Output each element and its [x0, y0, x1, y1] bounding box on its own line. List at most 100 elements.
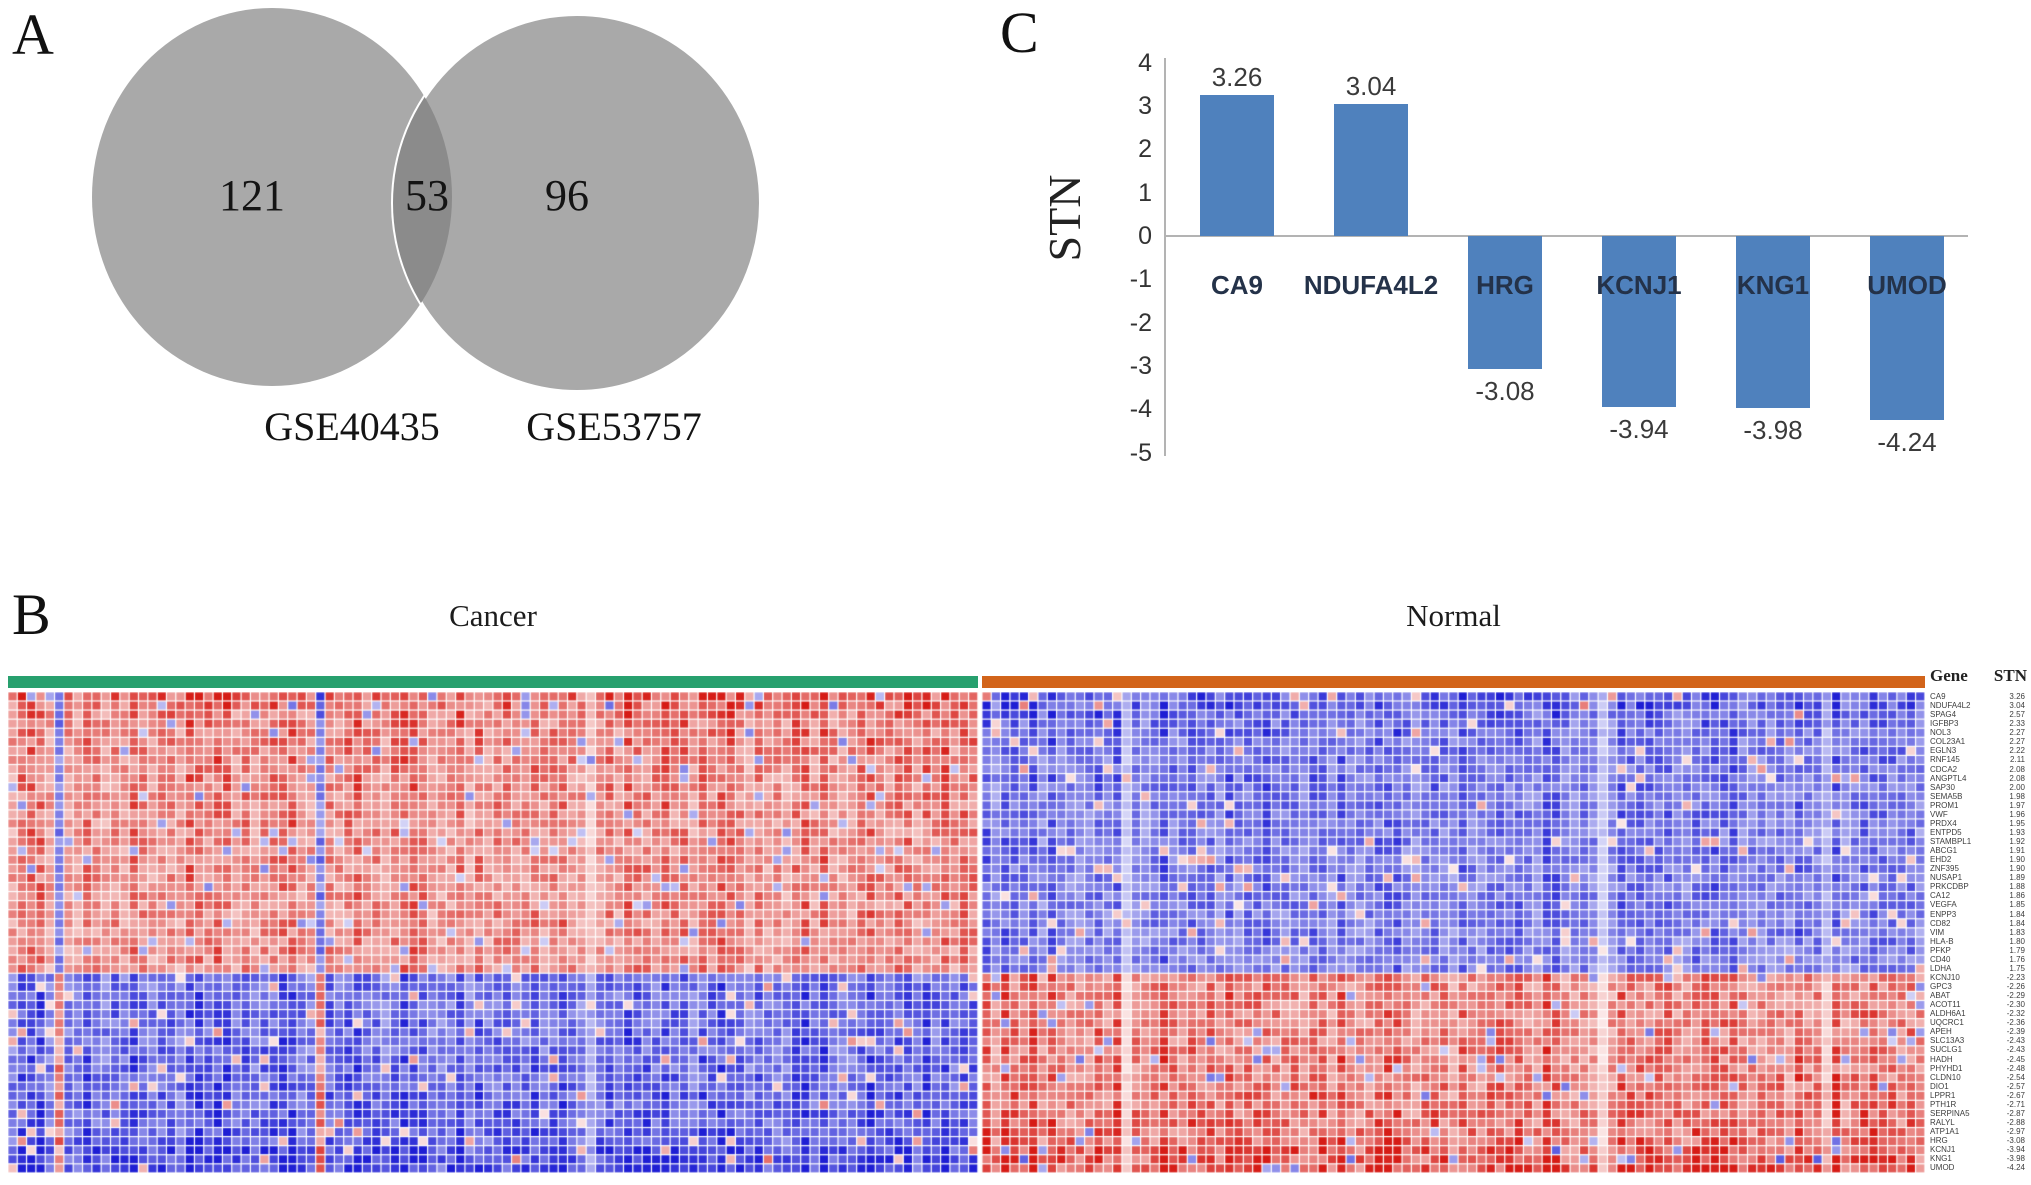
gene-name: CD40	[1930, 954, 1951, 964]
gene-row: GPC3 -2.26	[1930, 982, 2027, 991]
gene-stn-value: 1.95	[2009, 818, 2025, 828]
gene-row: PROM1 1.97	[1930, 801, 2027, 810]
gene-name: NDUFA4L2	[1930, 701, 1971, 711]
bar-value-label: -3.98	[1743, 415, 1803, 446]
gene-column-header: Gene	[1930, 666, 1968, 685]
gene-name: VWF	[1930, 809, 1948, 819]
gene-stn-value: 2.08	[2009, 764, 2025, 774]
gene-row: SUCLG1 -2.43	[1930, 1045, 2027, 1054]
bar-NDUFA4L2	[1334, 104, 1408, 236]
gene-stn-value: 1.88	[2009, 882, 2025, 892]
gene-name: HLA-B	[1930, 936, 1954, 946]
gene-name: ENPP3	[1930, 909, 1957, 919]
gene-row: EHD2 1.90	[1930, 855, 2027, 864]
cancer-group-title: Cancer	[449, 598, 537, 633]
gene-stn-value: -3.08	[2006, 1136, 2025, 1146]
gene-row: EGLN3 2.22	[1930, 746, 2027, 755]
gene-name: PTH1R	[1930, 1099, 1957, 1109]
gene-stn-value: 3.26	[2009, 692, 2025, 702]
venn-diagram: 121 53 96 GSE40435 GSE53757	[92, 8, 763, 449]
gene-stn-value: 2.27	[2009, 728, 2025, 738]
gene-row: PTH1R -2.71	[1930, 1100, 2027, 1109]
gene-row: ENTPD5 1.93	[1930, 828, 2027, 837]
gene-stn-value: 1.85	[2009, 900, 2025, 910]
gene-stn-value: 1.75	[2009, 963, 2025, 973]
gene-name: SEMA5B	[1930, 791, 1963, 801]
gene-stn-value: -2.26	[2006, 982, 2025, 992]
gene-stn-value: 1.93	[2009, 827, 2025, 837]
gene-row: DIO1 -2.57	[1930, 1082, 2027, 1091]
gene-name: LDHA	[1930, 963, 1952, 973]
gene-row: KCNJ1 -3.94	[1930, 1145, 2027, 1154]
y-tick-label: 0	[1138, 222, 1152, 250]
gene-stn-value: -2.57	[2006, 1081, 2025, 1091]
gene-name: ANGPTL4	[1930, 773, 1967, 783]
gene-name: PFKP	[1930, 945, 1951, 955]
gene-stn-value: 1.83	[2009, 927, 2025, 937]
gene-row: VWF 1.96	[1930, 810, 2027, 819]
gene-name: ENTPD5	[1930, 827, 1962, 837]
gene-row: HLA-B 1.80	[1930, 937, 2027, 946]
gene-stn-value: 2.57	[2009, 710, 2025, 720]
venn-left-set-label: GSE40435	[264, 404, 440, 449]
gene-stn-value: 1.92	[2009, 837, 2025, 847]
venn-right-set-label: GSE53757	[526, 404, 702, 449]
bar-UMOD	[1870, 236, 1944, 420]
gene-stn-value: -2.23	[2006, 972, 2025, 982]
gene-row: CD82 1.84	[1930, 919, 2027, 928]
gene-row: ACOT11 -2.30	[1930, 1000, 2027, 1009]
gene-stn-value: 2.27	[2009, 737, 2025, 747]
gene-name: UMOD	[1930, 1163, 1955, 1173]
gene-name: PRKCDBP	[1930, 882, 1969, 892]
gene-name: SPAG4	[1930, 710, 1957, 720]
gene-row: ENPP3 1.84	[1930, 910, 2027, 919]
bar-value-label: -3.08	[1475, 376, 1535, 407]
gene-row: COL23A1 2.27	[1930, 737, 2027, 746]
gene-name: PRDX4	[1930, 818, 1957, 828]
bar-value-label: 3.04	[1345, 71, 1397, 102]
cancer-group-color-bar	[8, 676, 978, 688]
venn-right-circle	[393, 14, 761, 392]
gene-row: KNG1 -3.98	[1930, 1154, 2027, 1163]
gene-row: NOL3 2.27	[1930, 728, 2027, 737]
gene-name: VEGFA	[1930, 900, 1957, 910]
gene-row: SAP30 2.00	[1930, 783, 2027, 792]
gene-name: STAMBPL1	[1930, 837, 1972, 847]
gene-stn-value: 1.98	[2009, 791, 2025, 801]
y-tick-label: -4	[1129, 395, 1152, 424]
bar-CA9	[1200, 94, 1274, 236]
heatmap-grid	[8, 692, 1925, 1173]
gene-stn-value: -2.39	[2006, 1027, 2025, 1037]
gene-stn-value: -2.88	[2006, 1117, 2025, 1127]
gene-stn-value: -2.32	[2006, 1009, 2025, 1019]
gene-row: ABAT -2.29	[1930, 991, 2027, 1000]
gene-row: IGFBP3 2.33	[1930, 719, 2027, 728]
gene-name: KCNJ10	[1930, 972, 1960, 982]
venn-left-circle	[92, 8, 452, 386]
gene-name: ZNF395	[1930, 864, 1959, 874]
gene-row: HADH -2.45	[1930, 1055, 2027, 1064]
gene-name: ALDH6A1	[1930, 1009, 1966, 1019]
gene-row: CA12 1.86	[1930, 891, 2027, 900]
gene-row: NUSAP1 1.89	[1930, 873, 2027, 882]
gene-stn-value: -2.43	[2006, 1036, 2025, 1046]
gene-stn-value: 1.80	[2009, 936, 2025, 946]
panel-b-heatmap: B Cancer Normal Gene STN CA9 3.26 NDUFA4L2…	[0, 560, 2031, 1185]
gene-name: UQCRC1	[1930, 1018, 1964, 1028]
gene-row: UMOD -4.24	[1930, 1163, 2027, 1172]
gene-name: SUCLG1	[1930, 1045, 1963, 1055]
bar-category-label: CA9	[1210, 270, 1263, 300]
gene-row: KCNJ10 -2.23	[1930, 973, 2027, 982]
gene-row: PFKP 1.79	[1930, 946, 2027, 955]
gene-stn-value: -2.29	[2006, 991, 2025, 1001]
gene-name: KCNJ1	[1930, 1145, 1956, 1155]
gene-list: CA9 3.26 NDUFA4L2 3.04 SPAG4 2.57 IGFBP3 2.33 NO…	[1930, 692, 2027, 1173]
gene-row: PHYHD1 -2.48	[1930, 1064, 2027, 1073]
gene-name: HRG	[1930, 1136, 1948, 1146]
gene-row: STAMBPL1 1.92	[1930, 837, 2027, 846]
gene-row: LPPR1 -2.67	[1930, 1091, 2027, 1100]
gene-stn-value: 1.97	[2009, 800, 2025, 810]
gene-name: CLDN10	[1930, 1072, 1961, 1082]
gene-name: NOL3	[1930, 728, 1951, 738]
gene-stn-value: 2.08	[2009, 773, 2025, 783]
